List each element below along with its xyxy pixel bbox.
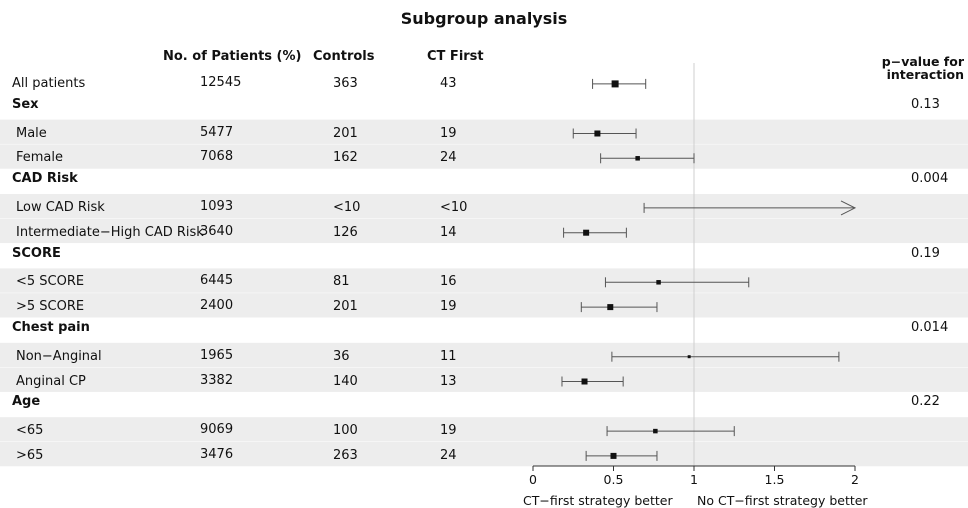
annotation-left: CT−first strategy better [523, 493, 673, 508]
patients-value: 3640 [200, 223, 234, 239]
group-header: CAD Risk [12, 171, 78, 187]
controls-value: 263 [333, 448, 358, 463]
row-label: <65 [16, 423, 44, 439]
point-estimate [653, 428, 658, 434]
ct-first-value: 43 [440, 76, 457, 91]
group-header: Chest pain [12, 320, 90, 335]
ct-first-value: 11 [440, 348, 457, 364]
column-header-ct-first: CT First [427, 49, 484, 64]
ct-first-value: 24 [440, 150, 457, 166]
row-label: Low CAD Risk [16, 200, 105, 215]
ct-first-value: 16 [440, 274, 457, 290]
row-label: Non−Anginal [16, 348, 102, 364]
chart-title: Subgroup analysis [400, 9, 568, 28]
controls-value: 100 [333, 423, 358, 439]
controls-value: 162 [333, 150, 358, 166]
row-label: Intermediate−High CAD Risk [16, 224, 204, 240]
annotation-right: No CT−first strategy better [697, 493, 868, 508]
point-estimate [581, 378, 588, 385]
point-estimate [687, 355, 691, 359]
ct-first-value: 19 [440, 299, 457, 315]
row-label: All patients [12, 76, 86, 91]
patients-value: 1965 [200, 347, 234, 363]
ct-first-value: 24 [440, 448, 457, 463]
controls-value: 140 [333, 373, 358, 389]
group-header: SCORE [12, 245, 61, 261]
point-estimate [607, 304, 614, 311]
ct-first-value: 14 [440, 224, 457, 240]
p-value: 0.22 [911, 394, 940, 410]
row-label: Female [16, 150, 64, 166]
ct-first-value: <10 [440, 200, 468, 215]
controls-value: 201 [333, 125, 358, 141]
controls-value: 36 [333, 348, 350, 364]
ci-arrow [840, 200, 857, 216]
ct-first-value: 19 [440, 125, 457, 141]
row-label: Male [16, 125, 47, 141]
row-shade [0, 144, 968, 169]
point-estimate [611, 80, 619, 88]
group-header: Age [12, 394, 41, 410]
p-value: 0.13 [911, 96, 940, 112]
ct-first-value: 13 [440, 373, 457, 389]
row-label: <5 SCORE [16, 274, 85, 290]
row-label: Anginal CP [16, 373, 86, 389]
point-estimate [656, 280, 661, 285]
row-shade [0, 218, 968, 244]
controls-value: 126 [333, 224, 358, 240]
patients-value: 5477 [200, 124, 234, 140]
row-label: >5 SCORE [16, 299, 85, 315]
patients-value: 2400 [200, 298, 234, 314]
x-tick-label: 1 [690, 472, 698, 487]
column-header-patients: No. of Patients (%) [163, 49, 302, 64]
row-shade [0, 119, 968, 144]
patients-value: 6445 [200, 273, 234, 289]
row-shade [0, 442, 968, 467]
row-shade [0, 342, 968, 368]
point-estimate [594, 130, 601, 137]
patients-value: 12545 [200, 75, 242, 90]
p-value: 0.19 [911, 245, 940, 261]
row-shade [0, 268, 968, 293]
column-header-controls: Controls [313, 49, 375, 64]
point-estimate [610, 452, 617, 459]
controls-value: 201 [333, 299, 358, 315]
patients-value: 1093 [200, 199, 234, 214]
group-header: Sex [12, 96, 39, 112]
point-estimate [583, 229, 590, 236]
patients-value: 3382 [200, 372, 234, 388]
row-shade [0, 293, 968, 318]
x-tick-label: 2 [851, 472, 859, 487]
controls-value: 81 [333, 274, 350, 290]
row-shade [0, 194, 968, 219]
x-tick-label: 1.5 [764, 472, 785, 487]
point-estimate [635, 156, 640, 161]
controls-value: 363 [333, 76, 358, 91]
row-shade [0, 417, 968, 442]
row-label: >65 [16, 448, 44, 463]
p-value: 0.004 [911, 171, 949, 187]
p-value: 0.014 [911, 320, 949, 335]
patients-value: 3476 [200, 447, 234, 462]
row-shade [0, 367, 968, 392]
ct-first-value: 19 [440, 423, 457, 439]
patients-value: 7068 [200, 149, 234, 165]
column-header-p-value: p−value for interaction [881, 54, 964, 82]
x-tick-label: 0.5 [603, 472, 624, 487]
patients-value: 9069 [200, 422, 234, 438]
controls-value: <10 [333, 200, 361, 215]
x-tick-label: 0 [529, 472, 537, 487]
